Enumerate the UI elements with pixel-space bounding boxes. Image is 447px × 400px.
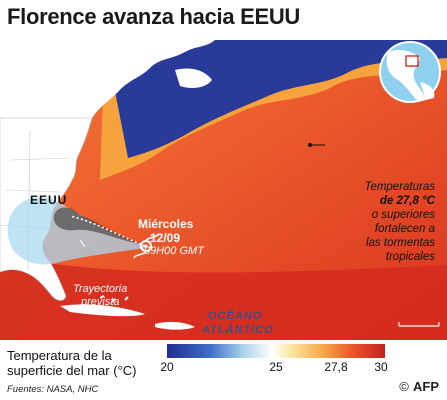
map-canvas [0,40,447,340]
ocean-label-line2: ATLÁNTICO [202,324,274,336]
agency-credit: © AFP [399,379,439,394]
note-line3: o superiores [371,209,435,221]
sources-text: Fuentes: NASA, NHC [7,384,99,395]
colorbar-tick-30: 30 [374,360,388,374]
sea-temperature-map: EEUU Miércoles 12/09 09H00 GMT Trayector… [0,40,447,362]
page-title: Florence avanza hacia EEUU [7,4,300,29]
bahamas-islands [99,295,129,303]
colorbar-tick-27-8: 27,8 [324,360,348,374]
cuba-land [60,304,145,317]
agency-logo-text: AFP [413,379,439,394]
inset-locator-map [379,41,441,103]
hispaniola-land [155,321,195,330]
note-line1: Temperaturas [364,181,435,193]
trajectory-pointer [79,239,86,248]
newfoundland-land [175,68,212,88]
note-line5: las tormentas [365,237,435,249]
forecast-time: 09H00 GMT [144,245,204,257]
note-line6: tropicales [385,251,435,263]
canada-land [0,40,215,118]
country-label: EEUU [30,193,68,207]
forecast-date: 12/09 [150,231,181,245]
trajectory-line [69,215,146,247]
trajectory-label-line2: prevista [81,296,120,308]
forecast-cone [7,197,145,265]
colorbar-tick-20: 20 [160,360,174,374]
hot-sea-band [0,255,447,340]
copyright-icon: © [399,379,409,394]
note-line4: fortalecen a [374,223,435,235]
legend-title-line1: Temperatura de la [7,348,112,363]
note-line2: de 27,8 °C [379,195,435,207]
trajectory-label-line1: Trayectoria [73,283,128,295]
state-borders [0,129,71,271]
legend-title-line2: superficie del mar (°C) [7,363,137,378]
note-pointer-dot [308,143,312,147]
colorbar-tick-25: 25 [269,360,283,374]
temperature-colorbar [167,344,385,358]
hurricane-icon [133,233,159,259]
forecast-day: Miércoles [138,217,194,231]
ocean-label-line1: OCÉANO [208,310,263,322]
scale-label: 400 km [401,351,434,362]
